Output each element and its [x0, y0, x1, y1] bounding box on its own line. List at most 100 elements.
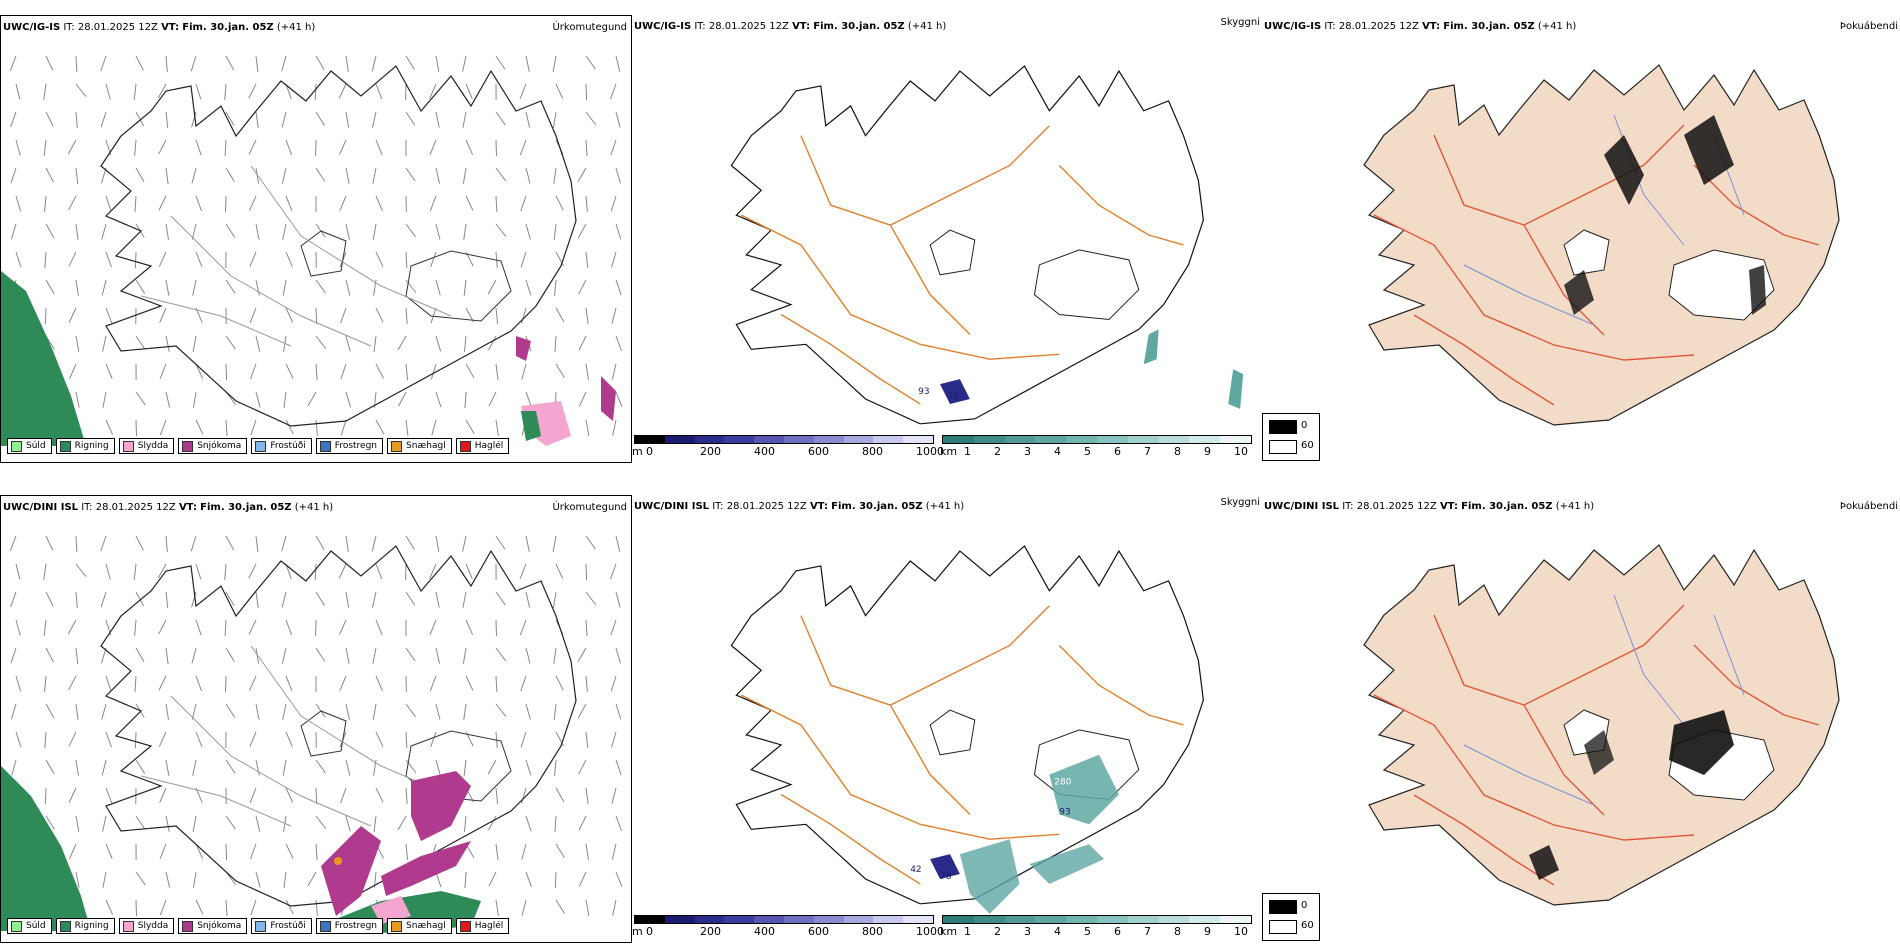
wind-barb	[585, 591, 597, 606]
colorbar-swatch	[694, 916, 725, 923]
wind-barb	[375, 307, 384, 323]
wind-barb	[135, 167, 145, 183]
wind-barb	[43, 83, 47, 100]
colorbar-tick: 10	[1234, 445, 1248, 458]
legend-label: Rigning	[74, 441, 109, 451]
wind-barb	[521, 363, 527, 380]
wind-barb	[578, 815, 587, 831]
wind-barb	[610, 675, 617, 692]
wind-barb	[372, 591, 377, 608]
colorbar-swatch	[1096, 436, 1128, 443]
legend-label: Frostregn	[334, 921, 378, 931]
wind-barb	[248, 675, 257, 691]
wind-barb	[225, 363, 228, 381]
wind-barb	[15, 195, 22, 212]
wind-barb	[15, 675, 22, 692]
colorbar-tick: 8	[1174, 925, 1181, 938]
wind-barb	[248, 83, 257, 99]
wind-barb	[15, 619, 21, 636]
wind-barb	[345, 223, 350, 240]
wind-barb	[615, 815, 623, 832]
wind-barb	[465, 675, 474, 691]
wind-barb	[68, 675, 77, 691]
colorbar-swatch	[1066, 436, 1097, 443]
wind-barb	[195, 563, 202, 580]
wind-barb	[340, 787, 347, 804]
wind-barb	[248, 195, 257, 211]
colorbar-swatch	[635, 916, 665, 923]
legend-item: Snjókoma	[178, 438, 248, 454]
fog-panel-row2: UWC/DINI ISL IT: 28.01.2025 12Z VT: Fim.…	[1262, 495, 1898, 943]
wind-barb	[525, 55, 530, 72]
wind-barb	[495, 111, 506, 126]
wind-barb	[495, 167, 507, 182]
precip-panel-row1: UWC/IG-IS IT: 28.01.2025 12Z VT: Fim. 30…	[0, 15, 632, 463]
wind-barb	[255, 591, 259, 608]
wind-barb	[555, 307, 565, 323]
wind-barb	[465, 139, 474, 155]
wind-barb	[68, 251, 77, 267]
legend-swatch	[255, 920, 267, 932]
wind-barb	[75, 223, 79, 240]
colorbar-swatch	[1066, 916, 1097, 923]
wind-barb	[555, 363, 565, 378]
wind-barb	[281, 591, 287, 608]
wind-barb	[165, 591, 169, 608]
legend-label: Haglél	[474, 921, 504, 931]
wind-barb	[158, 731, 167, 747]
map-label: 42	[910, 865, 921, 875]
wind-barb	[615, 871, 623, 888]
height-colorbar-ticks: m 0 200 400 600 800 1000	[632, 444, 944, 458]
wind-barb	[372, 223, 377, 240]
legend-swatch	[122, 920, 134, 932]
wind-barb	[250, 899, 257, 916]
wind-barb	[134, 619, 137, 636]
vis-colorbar-ticks: km 1 2 3 4 5 6 7 8 9 10	[940, 444, 1252, 458]
vis-colorbar-ticks: km 1 2 3 4 5 6 7 8 9 10	[940, 924, 1252, 938]
wind-barb	[585, 419, 590, 436]
wind-barb	[255, 815, 261, 832]
wind-barb	[435, 647, 441, 664]
wind-barb	[249, 251, 257, 267]
wind-barb	[397, 335, 407, 351]
wind-barb	[191, 647, 197, 664]
wind-barb	[11, 759, 17, 776]
wind-barb	[195, 675, 203, 692]
colorbar-tick: 7	[1144, 925, 1151, 938]
wind-barb	[158, 139, 167, 155]
colorbar-swatch	[1127, 916, 1159, 923]
wind-barb	[610, 563, 617, 580]
colorbar-tick: 600	[808, 445, 829, 458]
wind-barb	[192, 279, 197, 296]
wind-barb	[75, 759, 79, 776]
wind-barb	[285, 843, 294, 859]
colorbar-unit: m	[632, 925, 643, 938]
legend-swatch	[182, 920, 194, 932]
wind-barb	[165, 335, 170, 352]
wind-barb	[615, 167, 621, 184]
wind-barb	[345, 279, 351, 296]
colorbar-tick: 6	[1114, 925, 1121, 938]
wind-barb	[552, 111, 557, 128]
wind-barb	[429, 139, 437, 155]
wind-barb	[372, 167, 377, 184]
wind-barb	[281, 167, 287, 184]
wind-barb	[285, 419, 294, 435]
panel-header: UWC/IG-IS IT: 28.01.2025 12Z VT: Fim. 30…	[1264, 21, 1577, 32]
wind-barb	[525, 591, 531, 608]
wind-barb	[463, 279, 467, 296]
wind-barb	[135, 815, 146, 830]
wind-barb	[255, 223, 260, 240]
wind-barb	[521, 899, 527, 916]
wind-barb	[157, 563, 167, 579]
wind-barb	[585, 83, 588, 101]
wind-barb	[429, 619, 437, 635]
wind-barb	[68, 195, 77, 211]
wind-barb	[585, 675, 588, 692]
wind-barb	[555, 675, 564, 691]
wind-barb	[44, 731, 47, 748]
colorbar-tick: 5	[1084, 445, 1091, 458]
legend-label: Frostúði	[270, 441, 306, 451]
wind-barb	[10, 703, 17, 720]
wind-barb	[405, 279, 417, 293]
